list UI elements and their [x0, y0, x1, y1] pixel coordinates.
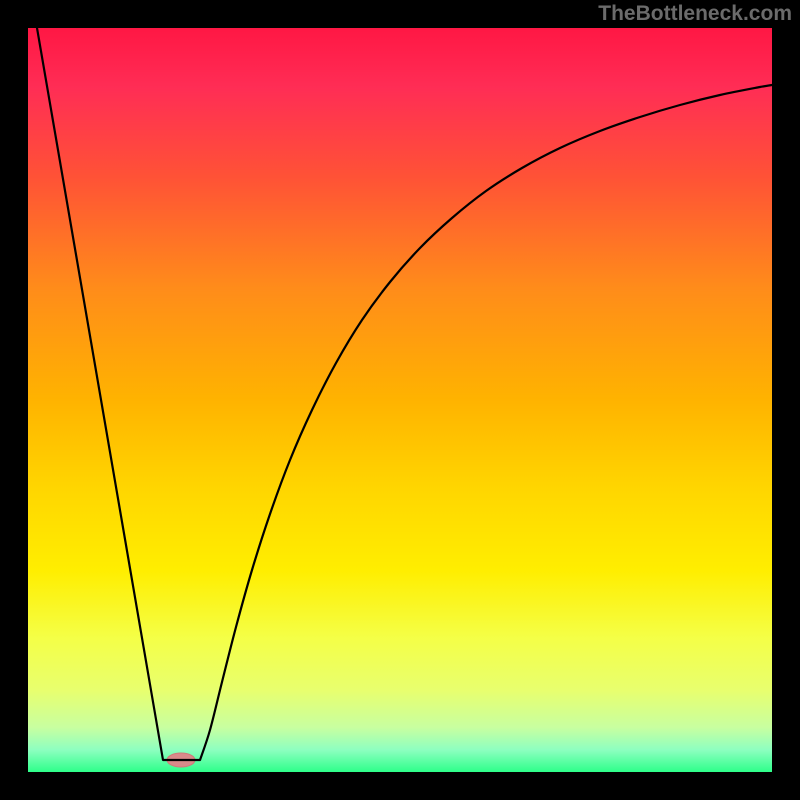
chart-container: TheBottleneck.com	[0, 0, 800, 800]
plot-area	[28, 28, 772, 772]
watermark-text: TheBottleneck.com	[598, 2, 792, 26]
curve-layer	[28, 28, 772, 772]
bottleneck-curve	[37, 28, 772, 760]
